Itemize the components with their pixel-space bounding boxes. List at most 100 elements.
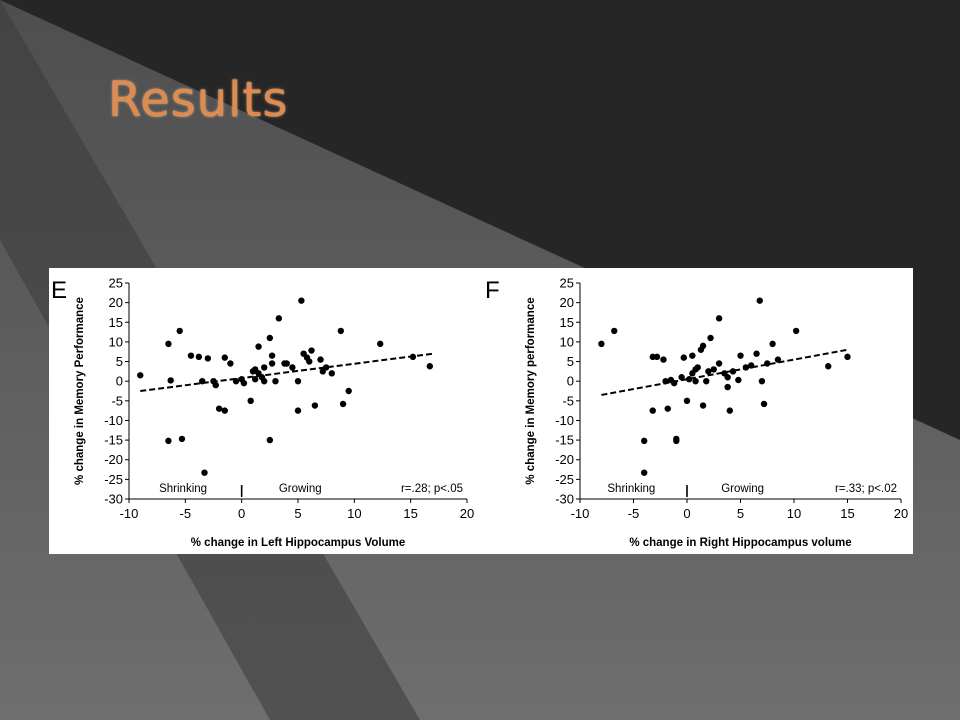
data-point	[689, 352, 696, 359]
y-axis-label: % change in Memory Performance	[74, 297, 86, 485]
y-tick-label: 10	[109, 334, 123, 349]
data-point	[165, 437, 172, 445]
data-point	[673, 437, 680, 445]
data-point	[204, 355, 212, 362]
x-tick-label: 20	[894, 506, 908, 521]
data-point	[670, 379, 678, 387]
data-point	[266, 436, 274, 444]
data-point	[426, 363, 434, 370]
data-point	[660, 356, 667, 363]
y-tick-label: -10	[555, 413, 574, 428]
data-point	[283, 360, 290, 367]
y-tick-label: 25	[560, 276, 574, 291]
growing-label: Growing	[279, 483, 322, 495]
data-point	[715, 315, 723, 322]
y-tick-label: 15	[560, 315, 574, 330]
trendline	[140, 352, 434, 392]
data-point	[306, 358, 313, 365]
y-tick-label: -30	[555, 492, 574, 507]
data-point	[729, 368, 737, 375]
data-point	[261, 377, 268, 385]
shrinking-label: Shrinking	[159, 483, 207, 495]
y-tick-label: -10	[104, 413, 123, 428]
data-point	[764, 360, 771, 367]
data-point	[195, 353, 203, 361]
data-point	[345, 387, 352, 395]
y-tick-label: 25	[109, 276, 123, 291]
data-point	[311, 402, 319, 409]
x-tick-label: 0	[238, 506, 245, 521]
data-point	[641, 437, 648, 445]
y-tick-label: -25	[104, 472, 123, 487]
x-tick-label: 10	[787, 506, 801, 521]
y-tick-label: 5	[116, 354, 123, 369]
x-tick-label: -5	[180, 506, 192, 521]
slide-title: Results	[108, 72, 289, 128]
data-point	[308, 347, 315, 354]
stats-label: r=.28; p<.05	[401, 483, 463, 495]
x-tick-label: 5	[737, 506, 744, 521]
data-point	[699, 342, 707, 350]
data-point	[232, 377, 240, 385]
data-point	[715, 360, 723, 367]
data-point	[774, 356, 782, 363]
data-point	[272, 377, 279, 385]
data-point	[201, 469, 208, 476]
data-point	[221, 354, 228, 361]
data-point	[680, 354, 687, 361]
data-point	[294, 377, 302, 385]
data-point	[756, 297, 763, 304]
y-tick-label: -15	[555, 433, 574, 448]
data-point	[337, 327, 345, 335]
y-tick-label: 0	[567, 374, 574, 389]
data-point	[792, 327, 800, 335]
data-point	[377, 340, 384, 348]
x-tick-label: 15	[840, 506, 854, 521]
data-point	[707, 334, 714, 342]
shrinking-label: Shrinking	[607, 483, 655, 495]
data-point	[748, 362, 755, 369]
data-point	[187, 352, 195, 359]
data-point	[268, 360, 276, 367]
data-point	[735, 376, 742, 384]
data-point	[760, 400, 768, 408]
data-point	[221, 407, 228, 414]
trendline	[601, 348, 848, 396]
data-point	[683, 397, 691, 405]
data-point	[167, 377, 174, 384]
data-point	[724, 374, 731, 381]
data-point	[227, 360, 234, 367]
x-axis-label: % change in Left Hippocampus Volume	[191, 537, 405, 549]
x-tick-label: 5	[294, 506, 301, 521]
y-tick-label: 15	[109, 315, 123, 330]
y-tick-label: 20	[109, 295, 123, 310]
x-tick-label: -10	[571, 506, 590, 521]
data-point	[703, 377, 710, 385]
data-point	[247, 397, 254, 405]
data-point	[742, 364, 750, 371]
data-point	[710, 366, 717, 373]
y-tick-label: 20	[560, 295, 574, 310]
data-point	[726, 407, 733, 414]
data-point	[737, 352, 744, 359]
data-point	[724, 383, 731, 391]
x-tick-label: 10	[347, 506, 361, 521]
y-tick-label: -5	[562, 393, 574, 408]
data-point	[662, 377, 669, 385]
data-point	[251, 376, 259, 383]
data-point	[322, 364, 330, 371]
data-point	[137, 372, 144, 379]
data-point	[685, 376, 693, 383]
data-point	[598, 340, 605, 348]
data-point	[215, 405, 223, 412]
data-point	[611, 327, 618, 335]
data-point	[769, 340, 776, 348]
data-point	[409, 353, 417, 361]
data-point	[758, 377, 766, 385]
data-point	[275, 315, 283, 322]
panel-label: F	[485, 277, 500, 304]
data-point	[212, 381, 219, 389]
data-point	[825, 363, 832, 370]
